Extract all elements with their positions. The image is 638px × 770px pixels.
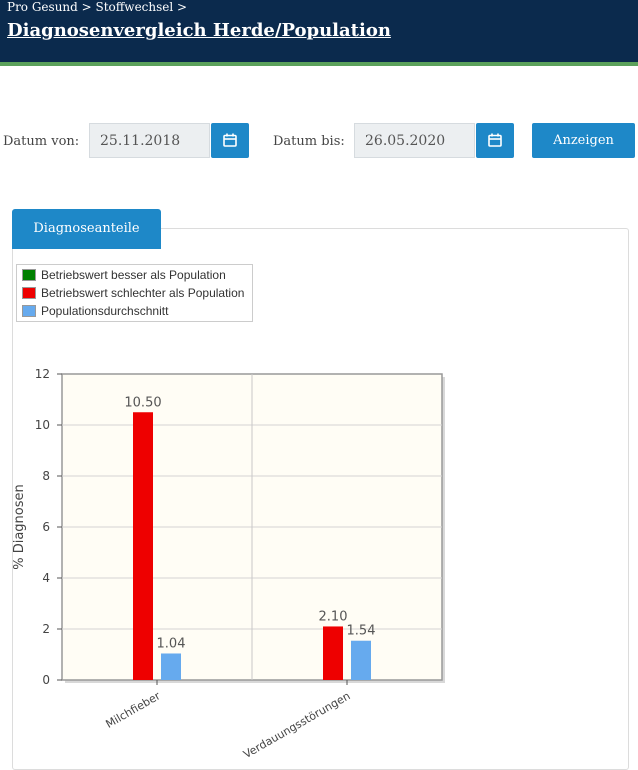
legend-item-worse: Betriebswert schlechter als Population [22,285,244,301]
legend-swatch [22,268,36,281]
legend-swatch [22,304,36,317]
date-to-input[interactable]: 26.05.2020 [354,123,475,158]
legend-item-population: Populationsdurchschnitt [22,303,168,319]
date-from-calendar-button[interactable] [211,123,249,158]
date-from-input[interactable]: 25.11.2018 [89,123,210,158]
date-to-label: Datum bis: [273,134,345,149]
header-divider [0,62,638,66]
legend-item-better: Betriebswert besser als Population [22,267,226,283]
legend-label: Betriebswert besser als Population [41,268,226,282]
page-header: Pro Gesund > Stoffwechsel > Diagnosenver… [0,0,638,62]
show-button[interactable]: Anzeigen [532,123,635,158]
date-from-label: Datum von: [3,134,80,149]
chart-legend: Betriebswert besser als Population Betri… [16,264,253,322]
legend-label: Betriebswert schlechter als Population [41,286,245,300]
calendar-icon [223,133,237,147]
tab-diagnoseanteile[interactable]: Diagnoseanteile [12,209,161,249]
date-to-calendar-button[interactable] [476,123,514,158]
page-title: Diagnosenvergleich Herde/Population [7,20,391,41]
calendar-icon [488,133,502,147]
legend-swatch [22,286,36,299]
legend-label: Populationsdurchschnitt [41,304,169,318]
breadcrumb[interactable]: Pro Gesund > Stoffwechsel > [7,0,188,14]
